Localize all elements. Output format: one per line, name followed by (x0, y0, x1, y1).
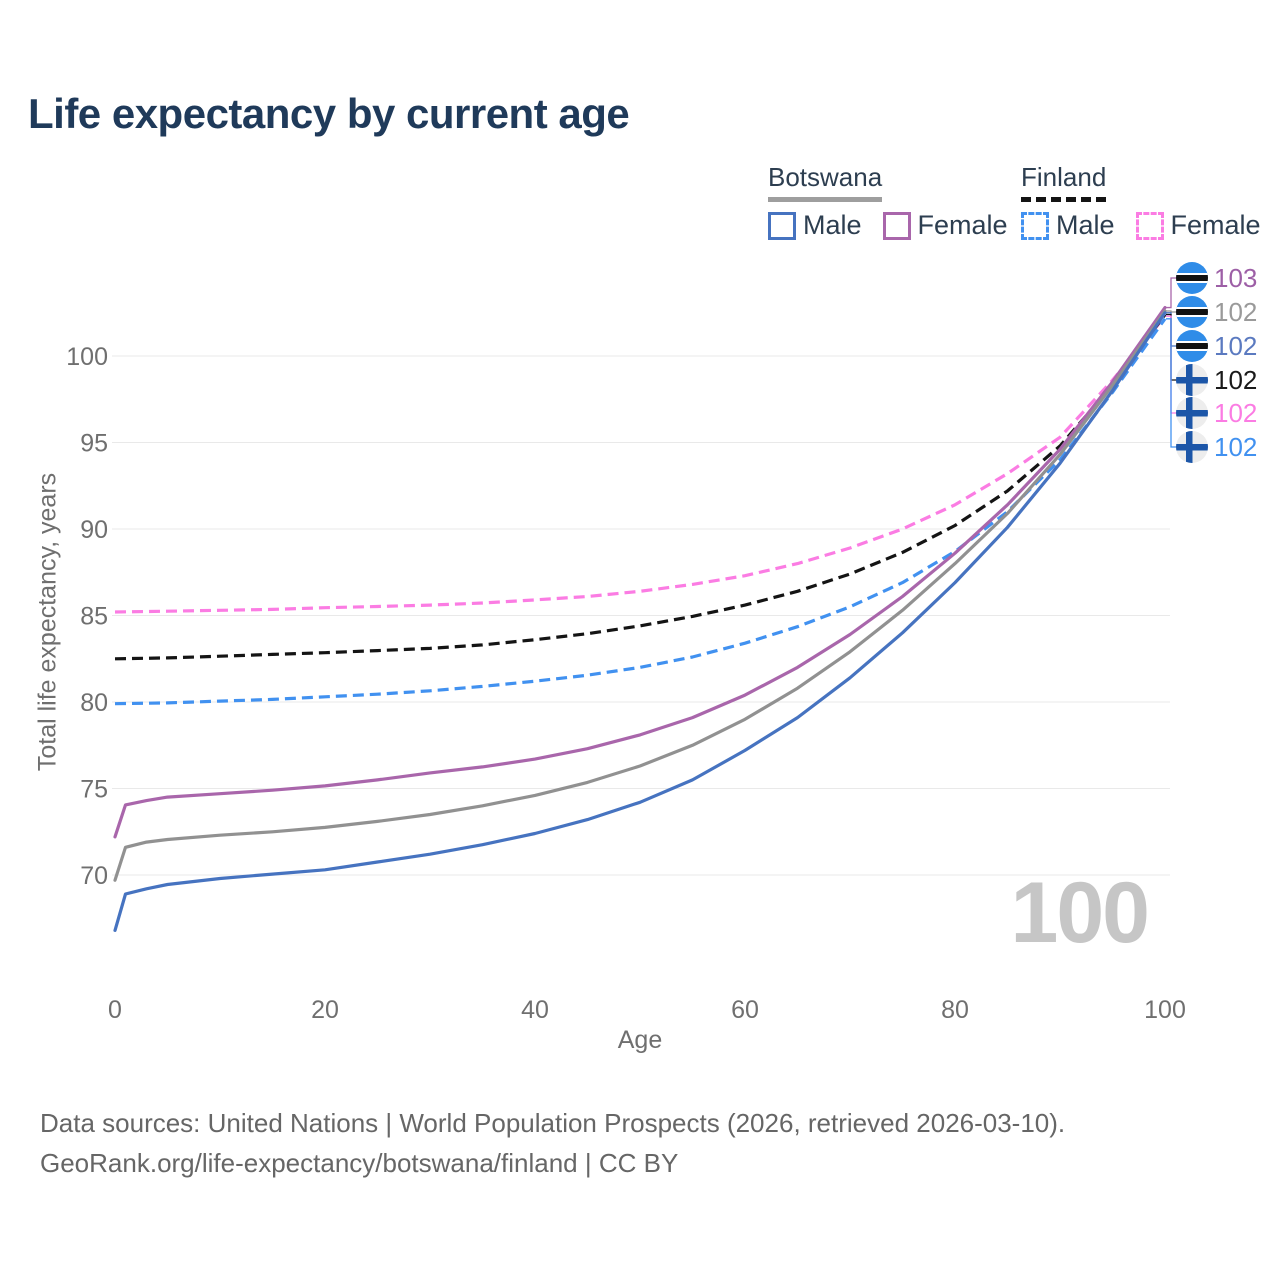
line-bw-both[interactable] (113, 309, 1167, 882)
y-tick-label-90: 90 (80, 516, 108, 544)
legend-item-label: Female (1170, 210, 1261, 240)
leader-line-bw-both (1166, 310, 1176, 313)
y-tick-label-70: 70 (80, 862, 108, 890)
legend-country-botswana: Botswana (768, 162, 883, 202)
end-label-value: 102 (1214, 431, 1258, 462)
y-tick-label-95: 95 (80, 430, 108, 458)
legend-item-fi-male[interactable]: Male (1021, 210, 1115, 241)
x-tick-label-40: 40 (521, 996, 549, 1024)
line-bw-female[interactable] (113, 306, 1167, 839)
age-counter-watermark: 100 (1010, 865, 1151, 961)
line-fi-female[interactable] (114, 315, 1167, 614)
end-label-bw-female: 103 (1176, 262, 1257, 294)
finland-flag-icon (1176, 397, 1208, 429)
y-tick-label-75: 75 (80, 776, 108, 804)
fi-female-swatch-icon (1135, 211, 1164, 240)
y-tick-label-100: 100 (66, 343, 108, 371)
y-tick-label-85: 85 (80, 603, 108, 631)
finland-flag-icon (1176, 431, 1208, 463)
line-fi-both[interactable] (114, 313, 1167, 661)
end-label-value: 102 (1214, 397, 1258, 428)
end-label-fi-male: 102 (1176, 431, 1257, 463)
end-label-value: 102 (1214, 296, 1258, 327)
x-axis-title: Age (617, 1026, 663, 1054)
footer-data-sources: Data sources: United Nations | World Pop… (40, 1108, 1066, 1138)
x-tick-label-60: 60 (731, 996, 759, 1024)
page-title: Life expectancy by current age (28, 90, 630, 137)
botswana-flag-icon (1176, 330, 1208, 362)
legend-group-finland: Finland Male Female (1021, 162, 1280, 241)
botswana-flag-icon (1176, 296, 1208, 328)
x-tick-label-20: 20 (311, 996, 339, 1024)
end-label-value: 102 (1214, 330, 1258, 361)
end-label-bw-male: 102 (1176, 330, 1257, 362)
end-label-fi-both: 102 (1176, 364, 1257, 396)
botswana-flag-icon (1176, 262, 1208, 294)
y-axis-title: Total life expectancy, years (33, 472, 62, 772)
fi-male-swatch-icon (1021, 211, 1049, 240)
legend-item-fi-female[interactable]: Female (1135, 210, 1261, 241)
legend-item-bw-male[interactable]: Male (768, 210, 862, 241)
legend-group-botswana: Botswana Male Female (768, 162, 1029, 241)
leader-line-bw-female (1166, 277, 1176, 309)
footer-attribution: GeoRank.org/life-expectancy/botswana/fin… (40, 1148, 679, 1178)
x-tick-label-100: 100 (1144, 996, 1186, 1024)
end-label-value: 103 (1214, 262, 1258, 293)
y-tick-label-80: 80 (80, 689, 108, 717)
end-label-fi-female: 102 (1176, 397, 1257, 429)
x-tick-label-80: 80 (941, 996, 969, 1024)
line-bw-male[interactable] (113, 311, 1167, 932)
legend-item-label: Female (917, 210, 1008, 240)
line-fi-male[interactable] (114, 317, 1167, 706)
bw-female-swatch-icon (882, 211, 911, 240)
legend-item-label: Male (1056, 210, 1115, 240)
end-label-value: 102 (1214, 364, 1258, 395)
bw-male-swatch-icon (768, 211, 796, 240)
finland-flag-icon (1176, 364, 1208, 396)
end-label-bw-both: 102 (1176, 296, 1257, 328)
x-tick-label-0: 0 (108, 996, 122, 1024)
leader-line-fi-male (1166, 318, 1176, 448)
legend-item-label: Male (803, 210, 862, 240)
legend-item-bw-female[interactable]: Female (882, 210, 1008, 241)
legend-country-finland: Finland (1021, 162, 1107, 202)
